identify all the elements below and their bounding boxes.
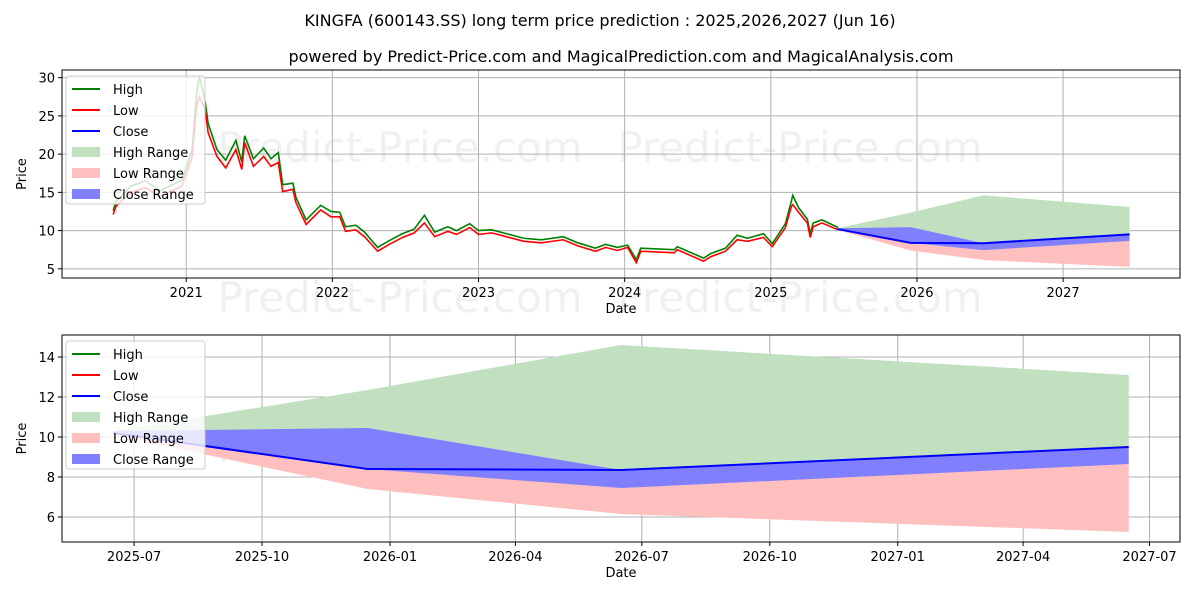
x-tick-label: 2025 xyxy=(754,286,787,301)
legend-box xyxy=(65,340,206,470)
legend-label: Low Range xyxy=(113,432,184,447)
x-tick-label: 2021 xyxy=(170,286,203,301)
high-series-line xyxy=(112,75,839,262)
x-tick-label: 2027-07 xyxy=(1122,550,1176,565)
y-tick-label: 15 xyxy=(38,186,55,201)
x-axis-label: Date xyxy=(605,566,636,581)
y-tick-label: 10 xyxy=(38,225,55,240)
plot-frame xyxy=(61,334,1181,543)
x-tick-label: 2026 xyxy=(900,286,933,301)
legend-swatch-close-range xyxy=(72,454,100,464)
close-range-area xyxy=(837,227,1130,251)
chart-subtitle: powered by Predict-Price.com and Magical… xyxy=(288,47,953,66)
legend-swatch-low-range xyxy=(72,433,100,443)
legend-label: Close xyxy=(113,390,148,405)
x-axis-label: Date xyxy=(605,302,636,317)
legend-label: Close xyxy=(113,125,148,140)
y-tick-label: 8 xyxy=(47,471,55,486)
close-range-area xyxy=(113,428,1129,488)
x-tick-label: 2023 xyxy=(462,286,495,301)
x-tick-label: 2026-10 xyxy=(743,550,797,565)
x-tick-label: 2026-04 xyxy=(488,550,542,565)
legend-box xyxy=(65,75,206,205)
x-tick-label: 2025-07 xyxy=(107,550,161,565)
x-tick-label: 2025-10 xyxy=(235,550,289,565)
legend-label: High xyxy=(113,83,143,98)
x-tick-label: 2026-07 xyxy=(615,550,669,565)
legend-label: Low xyxy=(113,104,139,119)
chart-title: KINGFA (600143.SS) long term price predi… xyxy=(304,11,895,30)
y-tick-label: 5 xyxy=(47,263,55,278)
y-tick-label: 30 xyxy=(38,72,55,87)
close-series-line xyxy=(837,228,1130,245)
y-axis-label: Price xyxy=(15,158,30,190)
legend-label: Close Range xyxy=(113,188,194,203)
legend-label: High Range xyxy=(113,411,188,426)
legend-swatch-high-range xyxy=(72,147,100,157)
y-tick-label: 10 xyxy=(38,431,55,446)
low-series-line xyxy=(112,94,839,265)
x-tick-label: 2027 xyxy=(1047,286,1080,301)
y-axis-label: Price xyxy=(15,423,30,455)
legend-label: Close Range xyxy=(113,453,194,468)
x-tick-label: 2026-01 xyxy=(363,550,417,565)
watermark-text: Predict-Price.com xyxy=(217,123,582,172)
legend-swatch-close-range xyxy=(72,189,100,199)
y-tick-label: 6 xyxy=(47,511,55,526)
forecast-zoom-chart: Predict-Price.comPredict-Price.com2025-0… xyxy=(15,334,1181,581)
legend-label: Low Range xyxy=(113,167,184,182)
x-tick-label: 2022 xyxy=(316,286,349,301)
legend-swatch-low-range xyxy=(72,168,100,178)
y-tick-label: 12 xyxy=(38,391,55,406)
legend-label: High xyxy=(113,348,143,363)
close-series-line xyxy=(113,432,1129,472)
legend-label: High Range xyxy=(113,146,188,161)
long-term-chart: Predict-Price.com Predict-Price.com Predic… xyxy=(15,69,1181,322)
y-tick-label: 25 xyxy=(38,110,55,125)
watermark-text: Predict-Price.com xyxy=(617,123,982,172)
x-tick-label: 2027-04 xyxy=(996,550,1050,565)
plot-frame xyxy=(61,69,1181,279)
watermark-text: Predict-Price.com xyxy=(617,273,982,322)
x-tick-label: 2027-01 xyxy=(871,550,925,565)
legend-label: Low xyxy=(113,369,139,384)
legend-swatch-high-range xyxy=(72,412,100,422)
y-tick-label: 14 xyxy=(38,351,55,366)
x-tick-label: 2024 xyxy=(608,286,641,301)
y-tick-label: 20 xyxy=(38,148,55,163)
watermark-text: Predict-Price.com xyxy=(217,273,582,322)
